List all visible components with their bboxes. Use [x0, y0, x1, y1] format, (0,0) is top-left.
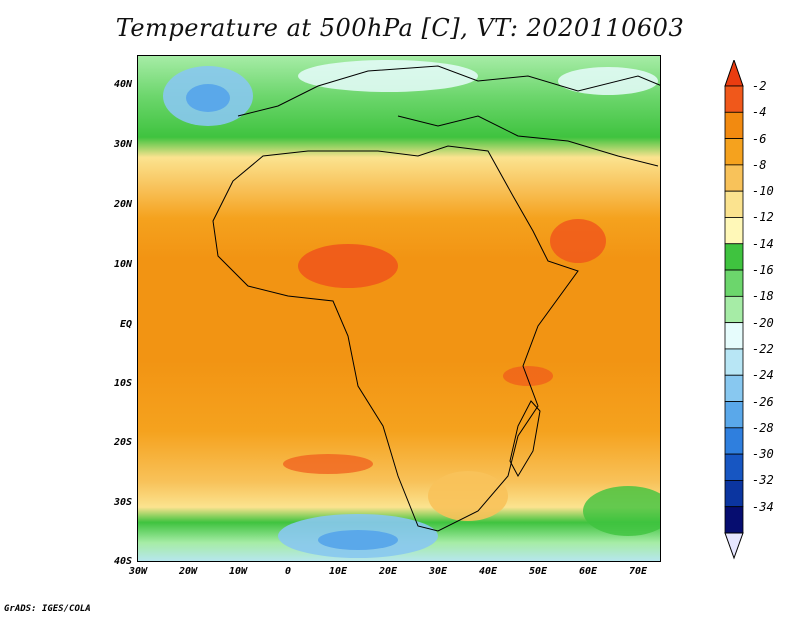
colorbar-label: -18	[752, 289, 774, 304]
colorbar-label: -28	[752, 420, 774, 435]
africa-coastline	[212, 145, 579, 532]
madagascar-outline	[509, 400, 541, 478]
colorbar-cell	[724, 190, 744, 218]
y-label-40s: 40S	[113, 556, 132, 567]
y-label-40n: 40N	[113, 79, 132, 90]
colorbar-cell	[724, 401, 744, 429]
colorbar-cell	[724, 427, 744, 455]
colorbar-cells	[724, 85, 744, 534]
colorbar-cell	[724, 480, 744, 508]
map-title: Temperature at 500hPa [C], VT: 202011060…	[115, 14, 685, 42]
x-label-20e: 20E	[378, 566, 398, 577]
colorbar-label: -16	[752, 263, 774, 278]
colorbar-bottom-arrow	[724, 532, 744, 560]
x-label-60e: 60E	[578, 566, 598, 577]
colorbar-cell	[724, 453, 744, 481]
colorbar-cell	[724, 243, 744, 271]
colorbar-label: -24	[752, 368, 774, 383]
colorbar-cell	[724, 138, 744, 166]
colorbar-cell	[724, 506, 744, 534]
x-label-50e: 50E	[528, 566, 548, 577]
colorbar-cell	[724, 374, 744, 402]
colorbar-label: -34	[752, 499, 774, 514]
y-label-10s: 10S	[113, 378, 132, 389]
y-label-30n: 30N	[113, 139, 132, 150]
x-label-40e: 40E	[478, 566, 498, 577]
colorbar	[724, 60, 744, 560]
colorbar-label: -6	[752, 131, 767, 146]
colorbar-label: -4	[752, 105, 767, 120]
x-label-10w: 10W	[228, 566, 248, 577]
y-label-eq: EQ	[119, 319, 132, 330]
colorbar-label: -10	[752, 184, 774, 199]
x-label-30e: 30E	[428, 566, 448, 577]
warm-region-sahel	[298, 244, 398, 288]
map-plot-area	[137, 55, 661, 562]
colorbar-cell	[724, 348, 744, 376]
y-label-20n: 20N	[113, 199, 132, 210]
x-label-30w: 30W	[128, 566, 148, 577]
x-label-0: 0	[284, 566, 292, 577]
colorbar-cell	[724, 269, 744, 297]
colorbar-label: -26	[752, 394, 774, 409]
x-label-20w: 20W	[178, 566, 198, 577]
y-label-20s: 20S	[113, 437, 132, 448]
colorbar-label: -20	[752, 315, 774, 330]
footer-credit: GrADS: IGES/COLA	[4, 604, 91, 614]
y-label-10n: 10N	[113, 259, 132, 270]
colorbar-label: -12	[752, 210, 774, 225]
colorbar-label: -32	[752, 473, 774, 488]
x-label-70e: 70E	[628, 566, 648, 577]
colorbar-label: -8	[752, 157, 767, 172]
colorbar-label: -14	[752, 236, 774, 251]
colorbar-cell	[724, 164, 744, 192]
colorbar-top-arrow	[724, 60, 744, 87]
colorbar-cell	[724, 111, 744, 139]
x-label-10e: 10E	[328, 566, 348, 577]
colorbar-cell	[724, 322, 744, 350]
colorbar-label: -30	[752, 447, 774, 462]
europe-coastline	[237, 65, 660, 167]
colorbar-cell	[724, 295, 744, 324]
colorbar-cell	[724, 85, 744, 113]
temperature-field	[138, 56, 660, 561]
colorbar-cell	[724, 217, 744, 245]
colorbar-label: -22	[752, 341, 774, 356]
y-label-30s: 30S	[113, 497, 132, 508]
colorbar-label: -2	[752, 79, 767, 93]
